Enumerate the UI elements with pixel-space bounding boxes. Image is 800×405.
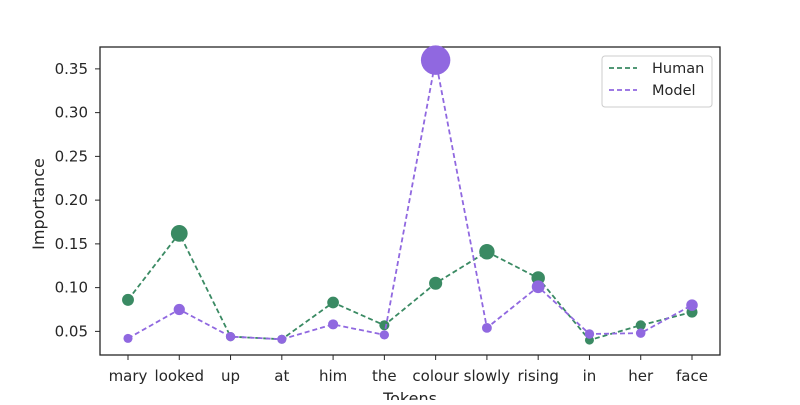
x-tick-label: looked: [155, 367, 204, 385]
x-tick-label: slowly: [464, 367, 511, 385]
human-data-point: [122, 293, 134, 306]
x-tick-label: at: [274, 367, 289, 385]
model-data-point: [686, 299, 698, 311]
model-data-point: [123, 333, 133, 343]
legend-model-label: Model: [652, 83, 696, 99]
human-data-point: [170, 224, 188, 242]
human-data-point: [327, 296, 339, 309]
x-axis: mary looked up at him the colour slowly rising in…: [109, 355, 708, 385]
x-tick-label: the: [372, 367, 397, 385]
y-axis: 0.05 0.10 0.15 0.20 0.25 0.30 0.35: [55, 60, 100, 340]
legend-human-label: Human: [652, 61, 704, 77]
model-data-point: [277, 334, 287, 344]
series-layer: [122, 45, 698, 345]
x-tick-label: mary: [109, 367, 148, 385]
model-data-point: [635, 328, 646, 338]
human-data-point: [635, 320, 646, 331]
x-tick-label: face: [676, 367, 708, 385]
y-tick-label: 0.25: [55, 147, 88, 165]
x-tick-label: in: [583, 367, 597, 385]
y-tick-label: 0.20: [55, 191, 88, 209]
y-tick-label: 0.35: [55, 60, 88, 78]
model-data-point: [531, 280, 545, 294]
x-tick-label: him: [319, 367, 347, 385]
model-data-point: [173, 303, 185, 316]
y-tick-label: 0.15: [55, 235, 88, 253]
x-tick-label: her: [628, 367, 654, 385]
model-data-point: [481, 322, 492, 333]
human-data-point: [479, 244, 495, 260]
model-data-point: [225, 332, 236, 342]
x-tick-label: colour: [412, 367, 459, 385]
y-tick-label: 0.30: [55, 104, 88, 122]
legend: Human Model: [601, 55, 713, 108]
x-tick-label: rising: [518, 367, 559, 385]
model-data-point: [420, 45, 451, 75]
model-data-point: [328, 319, 339, 330]
x-tick-label: up: [221, 367, 240, 385]
model-data-point: [584, 329, 595, 339]
y-tick-label: 0.10: [55, 279, 88, 297]
human-data-point: [429, 276, 443, 290]
y-axis-label: Importance: [29, 158, 48, 250]
model-series-line: [127, 59, 693, 341]
x-axis-label: Tokens: [382, 389, 437, 400]
y-tick-label: 0.05: [55, 322, 88, 340]
model-data-point: [379, 330, 390, 340]
human-series-line: [127, 231, 693, 342]
human-data-point: [379, 320, 390, 331]
